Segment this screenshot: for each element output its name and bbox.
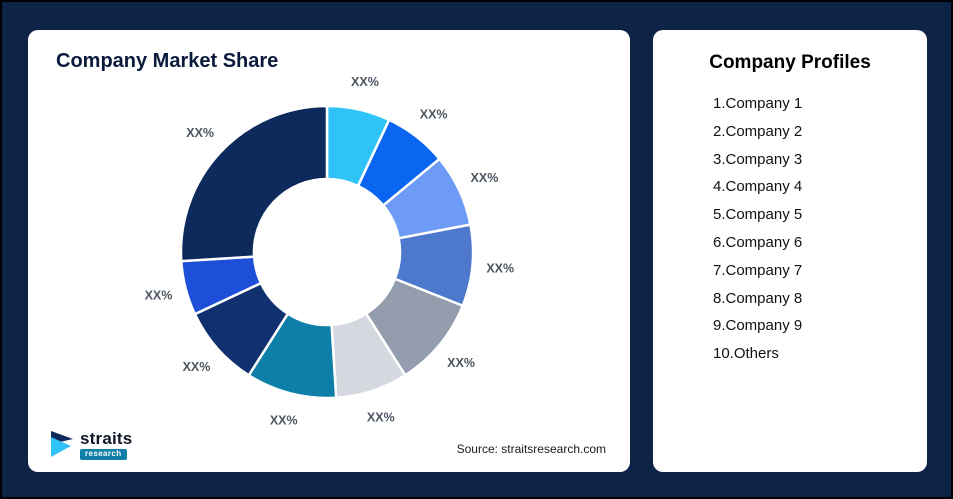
straits-logo: straits research [50, 430, 132, 460]
market-share-card: Company Market Share XX% XX% XX% XX% XX% XX% X… [28, 30, 630, 472]
donut-segment [193, 281, 290, 377]
donut-segment [382, 157, 472, 240]
list-item: 10.Others [713, 345, 779, 363]
logo-sub: research [80, 449, 127, 460]
segment-label: XX% [183, 360, 211, 374]
straits-logo-icon [51, 431, 73, 457]
segment-label: XX% [145, 288, 173, 302]
list-item: 6.Company 6 [713, 233, 803, 251]
donut-segment [393, 223, 475, 307]
list-item: 7.Company 7 [713, 261, 803, 279]
donut-segment [179, 104, 329, 263]
segment-label: XX% [367, 410, 395, 424]
source-text: Source: straitsresearch.com [456, 442, 606, 456]
segment-label: XX% [270, 414, 298, 428]
segment-label: XX% [420, 108, 448, 122]
segment-label: XX% [486, 261, 514, 275]
segment-label: XX% [471, 171, 499, 185]
chart-title: Company Market Share [56, 50, 279, 72]
logo-brand: straits [80, 429, 133, 448]
company-profiles-card: Company Profiles 1.Company 1 2.Company 2… [653, 30, 927, 472]
donut-segment [330, 312, 407, 399]
straits-logo-text: straits research [80, 430, 132, 460]
donut-segment [180, 255, 263, 316]
segment-label: XX% [351, 75, 379, 89]
segment-label: XX% [186, 126, 214, 140]
list-item: 8.Company 8 [713, 289, 803, 307]
donut-segment [247, 312, 338, 400]
list-item: 3.Company 3 [713, 150, 803, 168]
donut-chart: XX% XX% XX% XX% XX% XX% XX% XX% XX% XX% [145, 75, 515, 428]
donut-segment [325, 104, 391, 188]
profiles-title: Company Profiles [709, 52, 871, 73]
company-profiles-list: 1.Company 1 2.Company 2 3.Company 3 4.Co… [653, 90, 927, 368]
segment-label: XX% [447, 356, 475, 370]
list-item: 5.Company 5 [713, 206, 803, 224]
list-item: 1.Company 1 [713, 95, 803, 112]
donut-segment [356, 118, 441, 207]
list-item: 2.Company 2 [713, 122, 803, 140]
list-item: 9.Company 9 [713, 317, 803, 335]
donut-segment [364, 277, 464, 377]
list-item: 4.Company 4 [713, 178, 803, 196]
